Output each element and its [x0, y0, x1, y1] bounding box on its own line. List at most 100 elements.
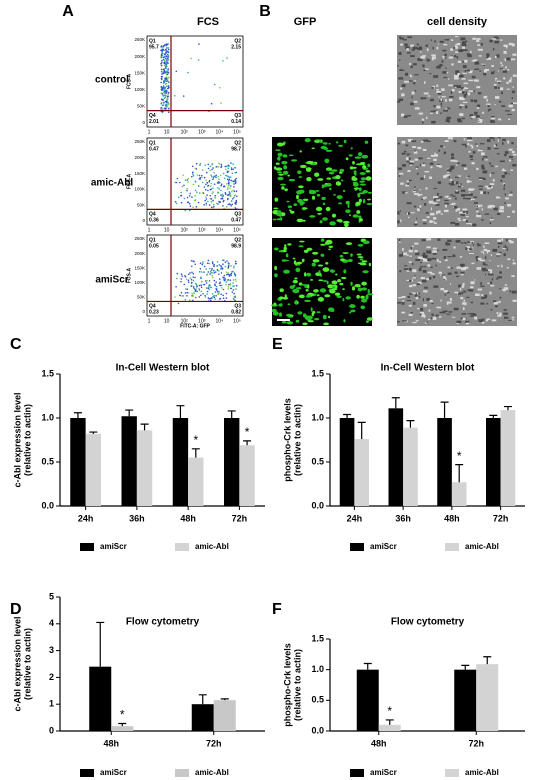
event-dot [165, 43, 168, 46]
phase-texture [477, 257, 482, 261]
event-dot [205, 204, 208, 206]
phase-texture [473, 99, 478, 103]
gfp-cell [361, 298, 368, 303]
phase-texture [455, 209, 458, 212]
event-dot [188, 202, 191, 205]
event-dot [210, 182, 213, 185]
phase-texture [508, 194, 513, 197]
phase-texture [500, 179, 503, 182]
event-dot [213, 296, 216, 299]
phase-texture [419, 312, 424, 314]
event-dot [211, 262, 214, 265]
phase-texture [496, 312, 499, 314]
phase-texture [480, 251, 483, 253]
phase-texture [472, 151, 476, 154]
event-dot [233, 196, 235, 199]
x-tick-label: 10² [181, 129, 189, 135]
legend-swatch [445, 769, 459, 777]
bar [378, 724, 401, 731]
gfp-cell [282, 142, 285, 146]
quadrant-label: Q1 [149, 237, 156, 243]
event-dot [206, 194, 208, 196]
event-dot [180, 278, 182, 280]
x-tick-label: 10³ [198, 129, 206, 135]
event-dot [162, 85, 165, 87]
phase-texture [501, 238, 504, 242]
phase-texture [463, 94, 468, 96]
event-dot [220, 293, 222, 296]
event-dot [236, 195, 238, 198]
gfp-cell [359, 183, 366, 186]
phase-texture [464, 167, 468, 170]
gfp-cell [282, 154, 288, 158]
event-dot [206, 182, 209, 184]
x-tick-label: 48h [444, 513, 460, 523]
phase-texture [399, 172, 404, 175]
legend-swatch [445, 543, 459, 551]
gfp-cell [322, 217, 328, 221]
event-dot [235, 190, 238, 192]
event-dot [167, 93, 169, 96]
phase-texture [476, 205, 478, 208]
phase-texture [456, 85, 462, 89]
event-dot [194, 263, 196, 266]
phase-texture [439, 311, 444, 314]
phase-texture [450, 91, 453, 94]
event-dot [212, 199, 214, 202]
phase-texture [502, 247, 506, 250]
event-dot [167, 92, 170, 94]
event-dot [230, 274, 232, 277]
phase-texture [488, 273, 490, 276]
event-dot [184, 275, 186, 277]
phase-texture [448, 121, 451, 123]
event-dot [210, 269, 213, 271]
x-tick-label: 10³ [198, 227, 206, 233]
bar [70, 418, 86, 506]
event-dot [223, 278, 225, 280]
phase-texture [443, 290, 448, 293]
legend-swatch [80, 769, 94, 777]
event-dot [166, 98, 168, 101]
phase-texture [432, 250, 437, 253]
gfp-cell [307, 320, 314, 323]
event-dot [185, 288, 187, 290]
gfp-cell [271, 304, 278, 307]
phase-texture [425, 212, 429, 214]
error-bar [243, 440, 252, 446]
phase-texture [466, 198, 471, 200]
phase-texture [407, 115, 411, 117]
quadrant-label: Q2 [234, 237, 241, 243]
event-dot [216, 290, 219, 293]
event-dot [205, 183, 207, 186]
gfp-cell [277, 176, 284, 181]
phase-texture [418, 112, 424, 115]
phase-texture [481, 167, 485, 170]
phase-texture [431, 317, 434, 319]
x-tick-label: 48h [180, 513, 196, 523]
phase-texture [482, 170, 488, 174]
phase-texture [511, 290, 517, 294]
event-dot [209, 299, 212, 302]
phase-texture [460, 74, 464, 78]
event-dot [160, 54, 163, 57]
event-dot [208, 204, 211, 206]
event-dot [213, 269, 215, 272]
phase-texture [408, 162, 414, 165]
event-dot [212, 178, 214, 181]
phase-texture [498, 100, 502, 103]
event-dot [211, 274, 213, 277]
event-dot [204, 296, 207, 298]
event-dot [233, 292, 235, 295]
phase-texture [493, 138, 495, 141]
quadrant-value: 2.15 [231, 44, 241, 50]
phase-texture [459, 113, 464, 116]
phase-texture [427, 264, 431, 267]
event-dot [202, 261, 204, 263]
event-dot [211, 261, 214, 263]
phase-texture [440, 145, 443, 148]
event-dot [191, 265, 193, 268]
event-dot [165, 58, 168, 60]
bar [354, 439, 369, 506]
phase-texture [453, 46, 458, 49]
gfp-cell [365, 294, 369, 300]
